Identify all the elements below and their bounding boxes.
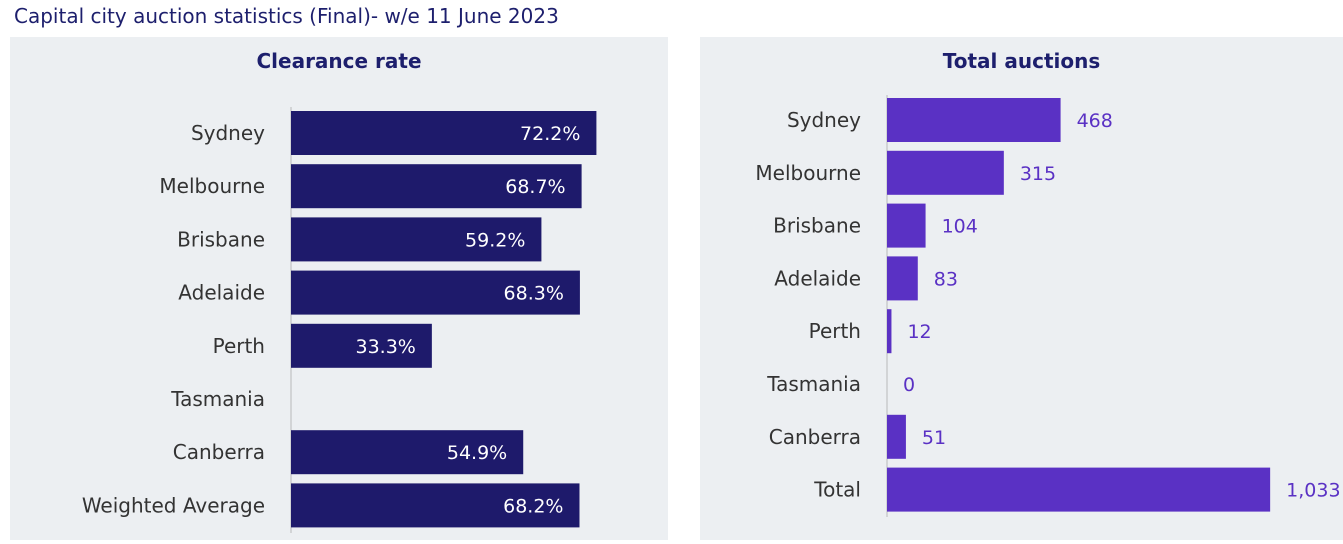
total-auctions-bar-brisbane: [887, 203, 926, 248]
total-auctions-panel: Total auctions Sydney 468 Melbourne 315 Bris…: [700, 37, 1343, 540]
clearance-rate-bar-melbourne: [291, 164, 582, 209]
total-auctions-category-label-canberra: Canberra: [769, 425, 861, 449]
total-auctions-value-label-sydney: 468: [1077, 110, 1113, 132]
total-auctions-value-label-perth: 12: [907, 321, 931, 343]
total-auctions-bar-adelaide: [887, 256, 918, 301]
clearance-rate-bar-sydney: [291, 111, 597, 155]
total-auctions-category-label-tasmania: Tasmania: [766, 372, 861, 396]
total-auctions-value-label-tasmania: 0: [903, 374, 915, 396]
clearance-rate-bar-canberra: [291, 430, 524, 475]
clearance-rate-category-label-melbourne: Melbourne: [159, 174, 265, 198]
clearance-rate-value-label-brisbane: 59.2%: [465, 229, 525, 251]
clearance-rate-title: Clearance rate: [256, 49, 422, 73]
total-auctions-bar-perth: [887, 309, 892, 354]
clearance-rate-bar-perth: [291, 323, 432, 368]
page-title: Capital city auction statistics (Final)-…: [14, 4, 559, 28]
total-auctions-chart: Sydney 468 Melbourne 315 Brisbane 104 Adelaide…: [755, 95, 1341, 517]
clearance-rate-value-label-weighted-average: 68.2%: [503, 495, 563, 517]
clearance-rate-bar-adelaide: [291, 270, 580, 315]
clearance-rate-category-label-tasmania: Tasmania: [170, 387, 265, 411]
total-auctions-category-label-adelaide: Adelaide: [774, 266, 861, 290]
total-auctions-value-label-canberra: 51: [922, 427, 946, 449]
total-auctions-category-label-perth: Perth: [809, 319, 861, 343]
total-auctions-category-label-melbourne: Melbourne: [755, 161, 861, 185]
clearance-rate-value-label-sydney: 72.2%: [520, 123, 580, 145]
total-auctions-category-label-sydney: Sydney: [787, 108, 861, 132]
clearance-rate-panel: Clearance rate Sydney 72.2% Melbourne 68.7%…: [10, 37, 668, 540]
total-auctions-value-label-total: 1,033: [1286, 480, 1340, 502]
total-auctions-category-label-total: Total: [813, 478, 861, 502]
clearance-rate-category-label-perth: Perth: [213, 334, 265, 358]
clearance-rate-bar-weighted-average: [291, 483, 580, 528]
clearance-rate-category-label-sydney: Sydney: [191, 121, 265, 145]
total-auctions-value-label-brisbane: 104: [942, 216, 978, 238]
total-auctions-value-label-adelaide: 83: [934, 268, 958, 290]
clearance-rate-category-label-canberra: Canberra: [173, 440, 265, 464]
clearance-rate-bar-brisbane: [291, 217, 542, 262]
total-auctions-bar-total: [887, 467, 1271, 512]
clearance-rate-value-label-adelaide: 68.3%: [504, 283, 564, 305]
total-auctions-value-label-melbourne: 315: [1020, 163, 1056, 185]
total-auctions-category-label-brisbane: Brisbane: [773, 214, 861, 238]
clearance-rate-value-label-canberra: 54.9%: [447, 442, 507, 464]
clearance-rate-chart: Sydney 72.2% Melbourne 68.7% Brisbane 59.2% Ad…: [82, 107, 597, 533]
clearance-rate-category-label-weighted-average: Weighted Average: [82, 493, 265, 517]
clearance-rate-value-label-perth: 33.3%: [355, 336, 415, 358]
total-auctions-bar-canberra: [887, 414, 906, 459]
clearance-rate-category-label-adelaide: Adelaide: [178, 281, 265, 305]
total-auctions-bar-sydney: [887, 98, 1061, 142]
total-auctions-bar-melbourne: [887, 150, 1004, 195]
clearance-rate-category-label-brisbane: Brisbane: [177, 227, 265, 251]
clearance-rate-value-label-melbourne: 68.7%: [505, 176, 565, 198]
total-auctions-title: Total auctions: [942, 49, 1101, 73]
